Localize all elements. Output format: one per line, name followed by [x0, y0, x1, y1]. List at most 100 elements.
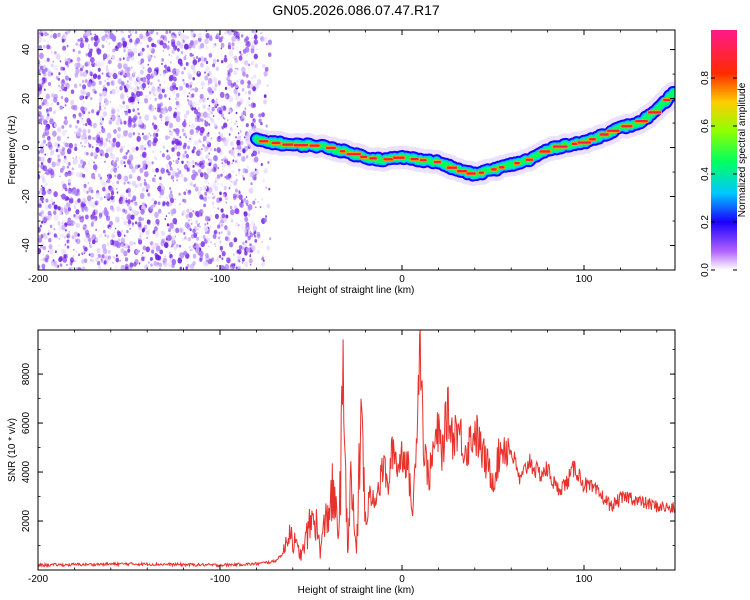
noise-speck — [64, 97, 69, 103]
noise-speck — [161, 231, 165, 236]
noise-speck — [168, 211, 170, 215]
noise-speck — [108, 43, 110, 45]
noise-speck — [189, 182, 193, 187]
noise-speck — [116, 191, 119, 194]
noise-speck — [142, 252, 144, 255]
noise-speck — [206, 112, 211, 119]
noise-speck — [187, 137, 192, 144]
noise-speck — [223, 185, 227, 191]
noise-speck — [58, 244, 61, 247]
noise-speck — [104, 210, 109, 217]
noise-speck — [93, 151, 98, 158]
noise-speck — [60, 66, 64, 71]
noise-speck — [261, 241, 263, 243]
noise-speck — [128, 132, 133, 138]
noise-speck — [77, 38, 80, 42]
noise-speck — [48, 214, 53, 221]
noise-speck — [45, 182, 48, 186]
noise-speck — [108, 140, 111, 143]
noise-speck — [166, 149, 169, 153]
noise-speck — [182, 89, 187, 96]
noise-speck — [225, 196, 229, 200]
noise-speck — [70, 89, 75, 95]
noise-speck — [135, 37, 140, 44]
noise-speck — [155, 262, 159, 268]
noise-speck — [113, 184, 115, 187]
noise-speck — [145, 156, 149, 162]
noise-speck — [53, 110, 56, 115]
noise-speck — [93, 85, 96, 89]
noise-speck — [179, 136, 182, 139]
noise-speck — [124, 243, 128, 247]
noise-speck — [137, 101, 140, 104]
noise-speck — [198, 57, 201, 62]
noise-speck — [81, 79, 85, 83]
noise-speck — [166, 45, 170, 50]
noise-speck — [128, 52, 133, 59]
noise-speck — [39, 147, 45, 154]
noise-speck — [168, 30, 172, 34]
noise-speck — [233, 237, 238, 243]
noise-speck — [189, 263, 195, 270]
noise-speck — [53, 223, 55, 226]
noise-speck — [204, 191, 208, 196]
noise-speck — [81, 79, 85, 84]
noise-speck — [151, 70, 157, 77]
noise-speck — [42, 245, 47, 251]
noise-speck — [199, 213, 201, 216]
noise-speck — [88, 47, 90, 50]
noise-speck — [85, 214, 89, 220]
noise-speck — [144, 98, 149, 104]
noise-speck — [104, 79, 106, 83]
noise-speck — [110, 117, 112, 120]
noise-speck — [192, 33, 196, 38]
noise-speck — [66, 196, 70, 201]
noise-speck — [134, 44, 138, 48]
spectrogram-ylabel: Frequency (Hz) — [7, 116, 18, 185]
noise-speck — [162, 108, 167, 115]
noise-speck — [154, 174, 156, 177]
noise-speck — [123, 85, 126, 89]
noise-speck — [112, 163, 116, 168]
noise-speck — [183, 34, 188, 40]
noise-speck — [131, 92, 135, 97]
noise-speck — [75, 156, 78, 158]
noise-speck — [167, 135, 171, 139]
noise-speck — [126, 95, 129, 98]
colorbar-scale — [711, 30, 737, 270]
noise-speck — [156, 107, 161, 113]
noise-speck — [127, 219, 132, 225]
noise-speck — [167, 171, 171, 176]
noise-speck — [100, 153, 103, 157]
noise-speck — [48, 244, 53, 250]
noise-speck — [144, 94, 149, 101]
noise-speck — [152, 230, 156, 235]
noise-speck — [38, 36, 43, 43]
noise-speck — [119, 38, 121, 41]
noise-speck — [188, 212, 193, 218]
noise-speck — [235, 67, 237, 70]
noise-speck — [115, 119, 120, 126]
noise-speck — [162, 42, 167, 49]
noise-speck — [211, 106, 215, 112]
noise-speck — [104, 152, 109, 159]
noise-speck — [224, 86, 228, 90]
noise-speck — [120, 80, 125, 87]
noise-speck — [247, 66, 250, 69]
noise-speck — [104, 132, 106, 135]
noise-speck — [89, 244, 93, 249]
noise-speck — [115, 257, 120, 263]
noise-speck — [142, 245, 147, 251]
noise-speck — [145, 246, 150, 253]
noise-speck — [66, 63, 70, 68]
noise-speck — [129, 78, 134, 83]
noise-speck — [124, 266, 129, 270]
noise-speck — [198, 44, 202, 50]
noise-speck — [216, 264, 218, 268]
noise-speck — [96, 35, 99, 39]
noise-speck — [181, 198, 185, 202]
noise-speck — [196, 212, 201, 218]
noise-speck — [40, 196, 44, 202]
noise-speck — [247, 213, 251, 217]
noise-speck — [199, 151, 203, 156]
